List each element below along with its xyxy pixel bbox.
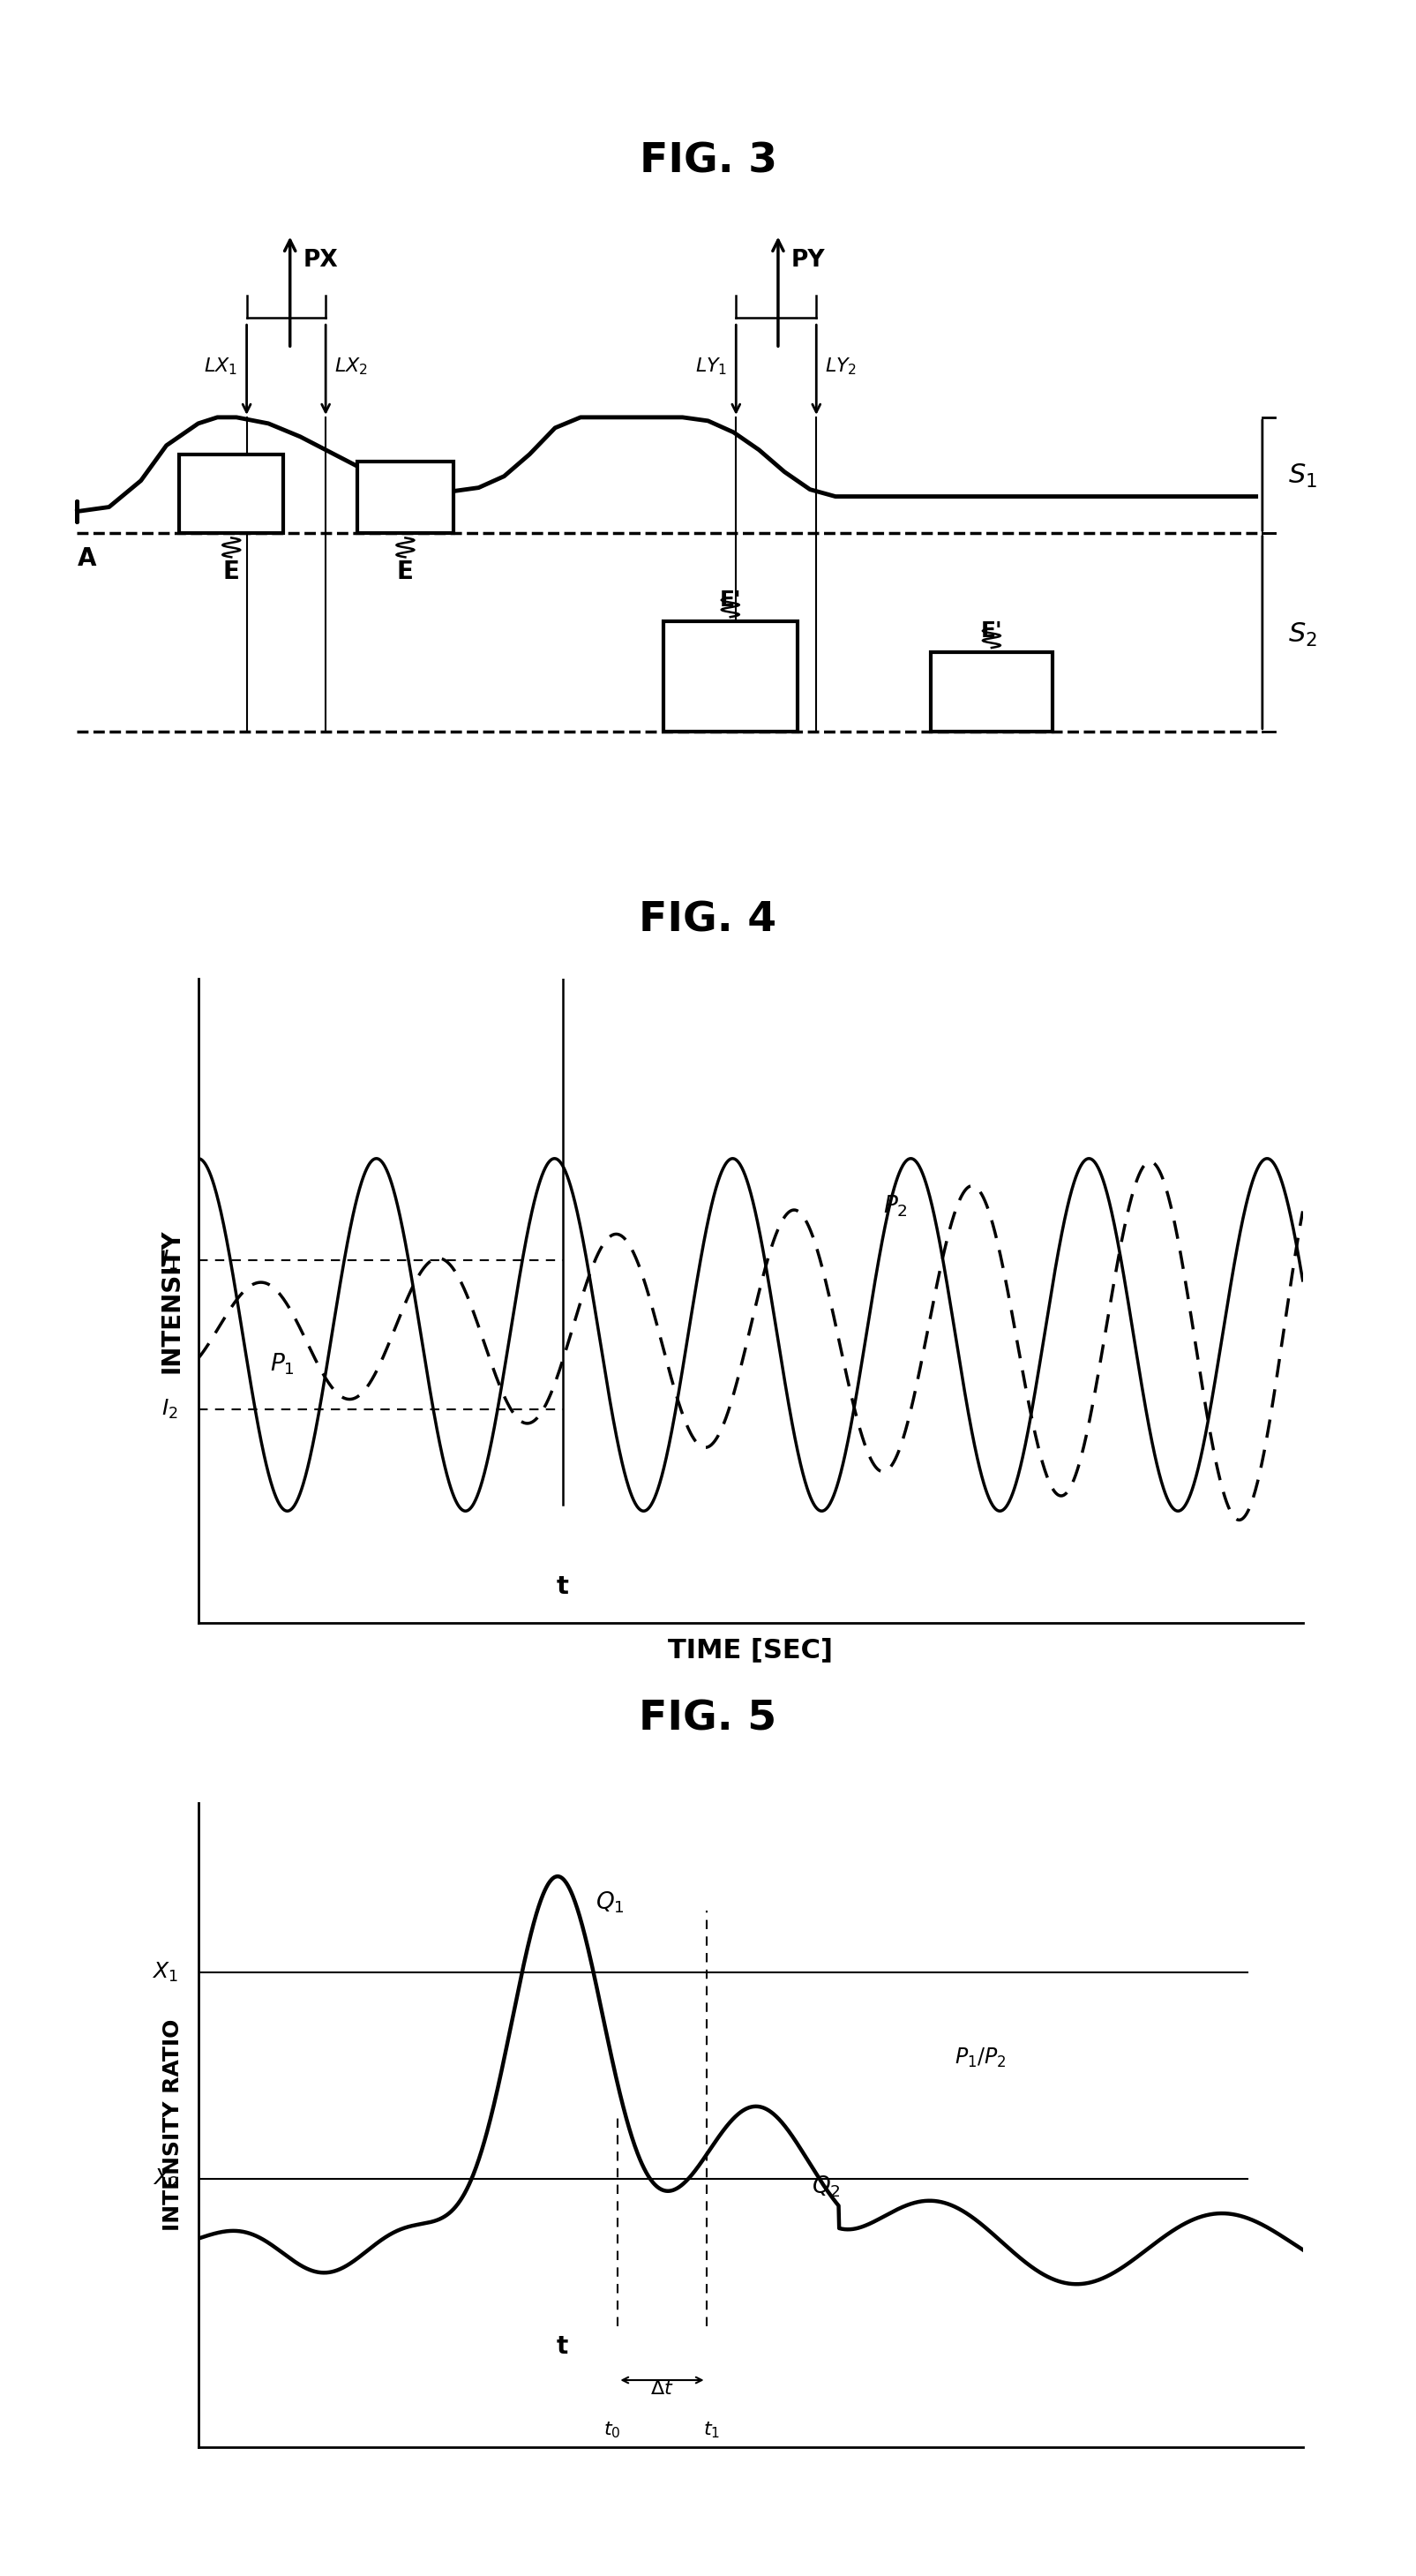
Text: $LX_2$: $LX_2$ xyxy=(334,355,368,376)
Bar xyxy=(932,652,1052,732)
Y-axis label: INTENSITY RATIO: INTENSITY RATIO xyxy=(163,2020,184,2231)
Text: $S_1$: $S_1$ xyxy=(1289,464,1317,489)
Text: $I_2$: $I_2$ xyxy=(161,1399,178,1422)
Y-axis label: INTENSITY: INTENSITY xyxy=(159,1229,184,1373)
Text: FIG. 5: FIG. 5 xyxy=(639,1700,777,1739)
X-axis label: TIME [SEC]: TIME [SEC] xyxy=(668,1638,833,1664)
Text: E': E' xyxy=(981,621,1003,641)
Bar xyxy=(358,461,453,533)
Text: $LX_1$: $LX_1$ xyxy=(204,355,238,376)
Text: $LY_1$: $LY_1$ xyxy=(695,355,728,376)
Text: t: t xyxy=(556,2334,568,2360)
Text: PY: PY xyxy=(790,250,826,273)
Text: $Q_2$: $Q_2$ xyxy=(811,2174,840,2200)
Text: E: E xyxy=(396,559,413,585)
Text: $Q_1$: $Q_1$ xyxy=(596,1891,624,1914)
Text: $X_1$: $X_1$ xyxy=(152,1960,178,1984)
Text: FIG. 3: FIG. 3 xyxy=(639,142,777,183)
Bar xyxy=(664,621,797,732)
Text: PX: PX xyxy=(303,250,338,273)
Text: $\Delta t$: $\Delta t$ xyxy=(650,2380,674,2398)
Text: $X_2$: $X_2$ xyxy=(153,2166,178,2190)
Text: $P_1$: $P_1$ xyxy=(270,1352,295,1378)
Bar xyxy=(180,453,283,533)
Text: $I_1$: $I_1$ xyxy=(161,1249,178,1273)
Text: FIG. 4: FIG. 4 xyxy=(639,902,777,940)
Text: $P_1/P_2$: $P_1/P_2$ xyxy=(954,2045,1007,2069)
Text: A: A xyxy=(76,546,96,572)
Text: $t_0$: $t_0$ xyxy=(603,2421,622,2439)
Text: E: E xyxy=(224,559,239,585)
Text: $S_2$: $S_2$ xyxy=(1289,621,1317,649)
Text: $LY_2$: $LY_2$ xyxy=(826,355,857,376)
Text: t: t xyxy=(556,1574,569,1600)
Text: $P_2$: $P_2$ xyxy=(884,1193,908,1218)
Text: E': E' xyxy=(719,590,741,611)
Text: $t_1$: $t_1$ xyxy=(704,2421,721,2439)
